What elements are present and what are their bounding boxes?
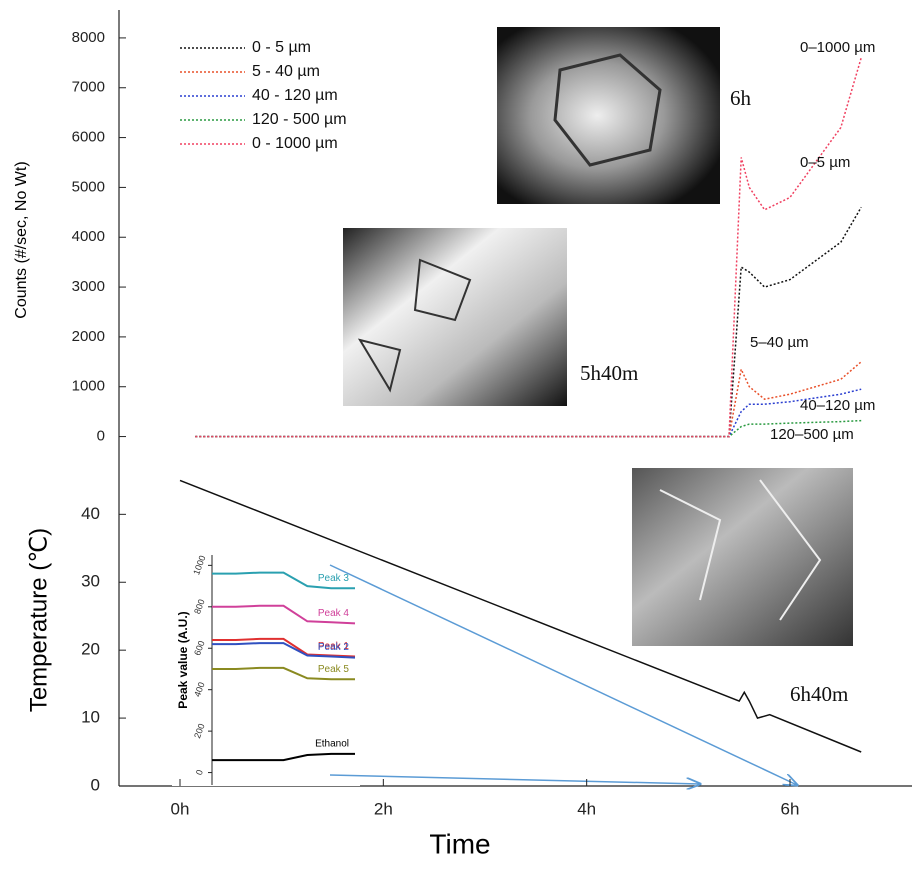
y-tick-label: 0 (194, 768, 205, 776)
y-tick-label: 1000 (72, 378, 105, 395)
photo-label: 6h40m (790, 682, 848, 706)
arrow (329, 774, 700, 784)
crystal (553, 53, 662, 167)
x-tick-label: 0h (171, 799, 190, 818)
micrograph (632, 468, 853, 646)
series-line (195, 419, 862, 438)
series-line (179, 479, 862, 753)
y-tick-label: 3000 (72, 278, 105, 295)
y-tick-label: 800 (192, 598, 207, 616)
y-tick-label: 20 (81, 640, 100, 659)
series-line (212, 666, 355, 681)
legend-label: 5 - 40 µm (252, 63, 320, 80)
y-tick-label: 2000 (72, 328, 105, 345)
y-tick-label: 600 (192, 639, 207, 657)
y-tick-label: 0 (91, 775, 100, 794)
legend-label: 40 - 120 µm (252, 87, 338, 104)
y-tick-label: 200 (192, 722, 207, 740)
y-axis-title: Counts (#/sec, No Wt) (13, 161, 30, 318)
crystal (659, 479, 822, 621)
micrograph (497, 27, 720, 204)
series-line (195, 361, 862, 438)
annotation: 0–1000 µm (800, 39, 875, 56)
series-label: Peak 5 (318, 664, 350, 675)
annotation: 120–500 µm (770, 426, 854, 443)
crystal (357, 258, 472, 393)
series-line (212, 571, 355, 590)
x-tick-label: 4h (577, 799, 596, 818)
series-label: Peak 2 (318, 642, 350, 653)
series-label: Ethanol (315, 739, 349, 750)
legend-label: 0 - 1000 µm (252, 135, 338, 152)
y-tick-label: 30 (81, 572, 100, 591)
annotation: 5–40 µm (750, 334, 809, 351)
series-line (212, 752, 355, 762)
micrograph (343, 228, 567, 406)
y-tick-label: 6000 (72, 129, 105, 146)
photo-label: 6h (730, 86, 752, 110)
series-label: Peak 1 (318, 641, 350, 652)
y-axis-title: Temperature (℃) (25, 528, 52, 712)
x-axis-title: Time (429, 828, 490, 859)
inset-background (172, 552, 360, 786)
arrow (329, 564, 797, 785)
annotation: 40–120 µm (800, 397, 875, 414)
y-tick-label: 8000 (72, 29, 105, 46)
annotation: 0–5 µm (800, 154, 850, 171)
photo-label: 5h40m (580, 361, 638, 385)
series-label: Peak 3 (318, 573, 350, 584)
x-tick-label: 2h (374, 799, 393, 818)
y-tick-label: 40 (81, 504, 100, 523)
series-line (212, 642, 356, 659)
series-line (195, 57, 862, 438)
x-tick-label: 6h (781, 799, 800, 818)
series-line (212, 604, 356, 625)
y-tick-label: 0 (97, 428, 105, 445)
inset-y-title: Peak value (A.U.) (176, 611, 190, 708)
series-line (195, 206, 862, 438)
legend-label: 120 - 500 µm (252, 111, 347, 128)
y-tick-label: 10 (81, 708, 100, 727)
y-tick-label: 5000 (72, 178, 105, 195)
y-tick-label: 4000 (72, 228, 105, 245)
series-line (195, 388, 862, 438)
series-label: Peak 4 (318, 608, 350, 619)
legend-label: 0 - 5 µm (252, 39, 311, 56)
photos: 6h 5h40m 6h40m (343, 27, 853, 706)
y-tick-label: 7000 (72, 79, 105, 96)
y-tick-label: 400 (192, 681, 207, 699)
